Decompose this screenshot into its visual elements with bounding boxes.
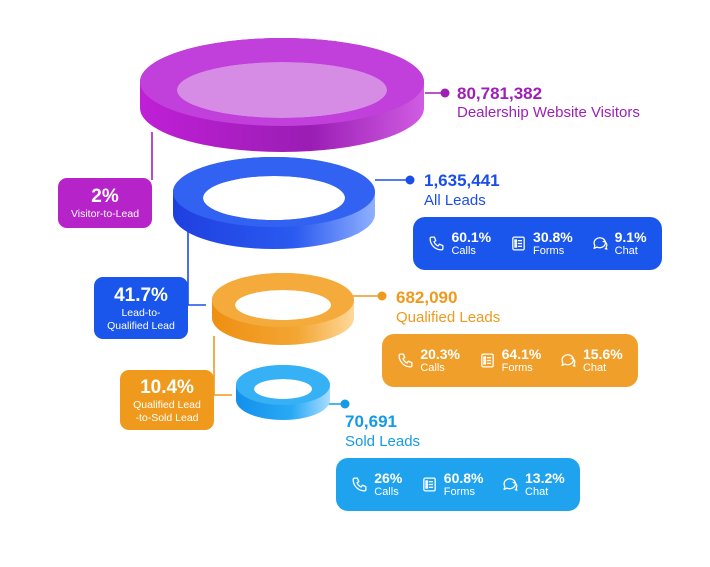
channel-chat: 15.6% Chat	[560, 347, 623, 375]
chat-icon	[503, 478, 518, 491]
stage-value-qualified: 682,090	[396, 288, 458, 307]
channel-name: Chat	[582, 361, 607, 374]
channel-name: Calls	[451, 244, 476, 257]
rate-label-line: -to-Sold Lead	[135, 411, 199, 424]
connector-dots	[340, 88, 450, 409]
channel-forms: 30.8% Forms	[510, 230, 573, 258]
channel-box-all-leads: 60.1% Calls 30.8% Forms 9.1% Chat	[413, 217, 662, 270]
ring-all-leads	[173, 157, 375, 249]
stage-label-visitors: Dealership Website Visitors	[457, 104, 640, 121]
channel-pct: 30.8%	[533, 228, 573, 245]
channel-pct: 9.1%	[614, 228, 647, 245]
rate-label-line: Qualified Lead	[133, 398, 201, 411]
channel-name: Calls	[420, 361, 445, 374]
rate-pct: 10.4%	[140, 376, 194, 398]
channel-chat: 9.1% Chat	[592, 230, 647, 258]
channel-chat: 13.2% Chat	[502, 471, 565, 499]
stage-label-all-leads: All Leads	[424, 192, 486, 209]
phone-icon	[352, 477, 367, 492]
chat-icon	[561, 354, 576, 367]
channel-box-sold-leads: 26% Calls 60.8% Forms 13.2% Chat	[336, 458, 580, 511]
stage-label-sold: Sold Leads	[345, 433, 421, 450]
rate-label-line: Qualified Lead	[107, 319, 175, 332]
channel-name: Forms	[533, 244, 565, 257]
ring-qualified	[211, 272, 355, 345]
channel-pct: 60.8%	[443, 469, 484, 486]
rate-pct: 2%	[91, 186, 119, 207]
channel-pct: 13.2%	[525, 469, 565, 486]
channel-name: Chat	[614, 244, 638, 257]
stage-value-sold: 70,691	[345, 412, 397, 431]
rate-label-line: Visitor-to-Lead	[70, 208, 140, 220]
rate-box-visitor-to-lead: 2% Visitor-to-Lead	[58, 178, 152, 228]
channel-pct: 15.6%	[582, 345, 623, 362]
ring-visitors	[140, 38, 424, 152]
ring-sold	[236, 365, 330, 420]
channel-pct: 26%	[374, 469, 403, 486]
rate-box-lead-to-qualified: 41.7% Lead-to- Qualified Lead	[94, 277, 188, 339]
channel-name: Chat	[525, 485, 549, 498]
channel-box-qualified-leads: 20.3% Calls 64.1% Forms 15.6% Chat	[382, 334, 638, 387]
form-icon	[480, 353, 494, 368]
channel-calls: 20.3% Calls	[397, 347, 460, 375]
form-icon	[512, 236, 525, 251]
channel-forms: 64.1% Forms	[479, 345, 542, 375]
phone-icon	[398, 353, 413, 368]
channel-name: Forms	[501, 361, 533, 374]
stage-value-visitors: 80,781,382	[457, 84, 543, 103]
channel-calls: 60.1% Calls	[428, 230, 491, 258]
rate-box-qualified-to-sold: 10.4% Qualified Lead -to-Sold Lead	[120, 370, 214, 430]
channel-pct: 20.3%	[420, 345, 461, 362]
channel-name: Forms	[443, 485, 475, 498]
rate-pct: 41.7%	[114, 284, 168, 306]
rate-label-line: Lead-to-	[121, 306, 161, 319]
form-icon	[422, 477, 436, 492]
channel-calls: 26% Calls	[351, 471, 402, 499]
stage-label-qualified: Qualified Leads	[396, 309, 501, 326]
channel-pct: 64.1%	[501, 345, 542, 362]
phone-icon	[429, 236, 444, 251]
chat-icon	[593, 237, 608, 250]
channel-pct: 60.1%	[451, 228, 492, 245]
channel-forms: 60.8% Forms	[421, 471, 484, 499]
stage-value-all-leads: 1,635,441	[424, 171, 500, 190]
channel-name: Calls	[374, 485, 399, 498]
